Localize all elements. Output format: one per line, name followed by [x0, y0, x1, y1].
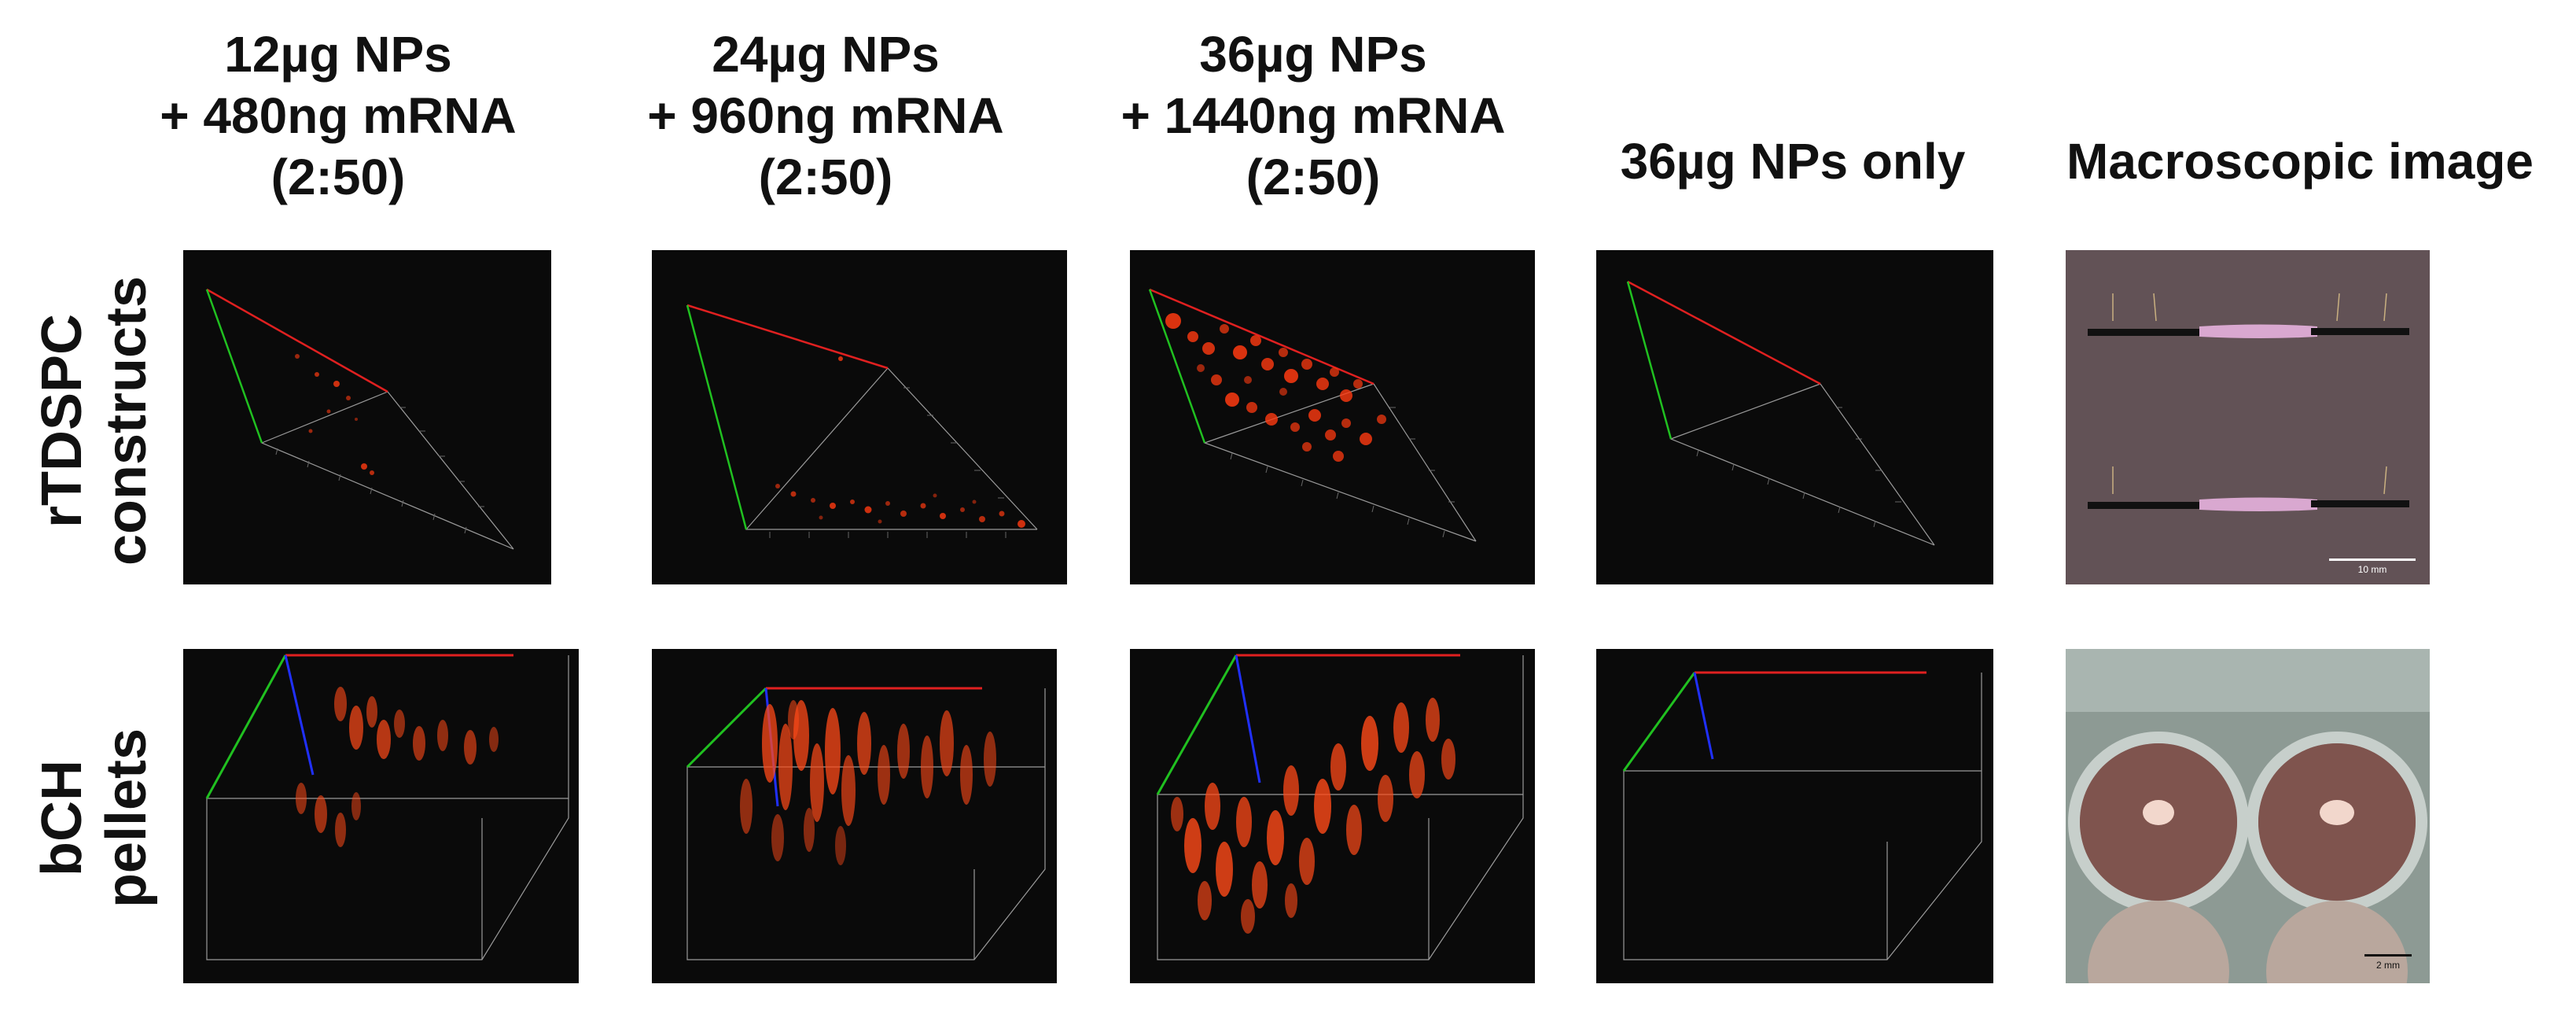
- axis-x-line: [206, 288, 388, 393]
- axis-y-line: [1626, 281, 1673, 440]
- panel-bch-36ug: [1130, 649, 1535, 983]
- column-header-nps-only: 36µg NPs only: [1573, 102, 2013, 220]
- tick-marks: [769, 387, 1006, 538]
- column-header-36ug-line3: (2:50): [1246, 149, 1381, 205]
- row-label-rtdspc-line1: rTDSPC: [31, 313, 94, 529]
- axis-z-line: [1235, 654, 1261, 783]
- confocal-3d-render: [1148, 288, 1477, 542]
- row-label-rtdspc-line2: constructs: [95, 275, 158, 566]
- row-label-bch-line2: pellets: [95, 728, 158, 909]
- construct-upper: [2088, 293, 2409, 338]
- column-header-12ug-line3: (2:50): [270, 149, 406, 205]
- macroscopic-photo: 10 mm: [2066, 250, 2430, 584]
- scale-bar: [2329, 558, 2416, 561]
- tick-marks: [1230, 407, 1455, 538]
- fluorescence-signal: [296, 687, 499, 847]
- tick-marks: [275, 407, 484, 534]
- fluorescence-signal: [295, 354, 374, 475]
- axis-x-line: [1627, 280, 1821, 385]
- axis-z-line: [1693, 672, 1714, 760]
- row-label-bch-line1: bCH: [31, 760, 94, 876]
- pellet-right: [2320, 800, 2354, 825]
- column-header-24ug-line3: (2:50): [758, 149, 893, 205]
- column-header-24ug-line2: + 960ng mRNA: [647, 87, 1004, 144]
- fluorescence-signal: [1171, 698, 1455, 934]
- column-header-36ug: 36µg NPs + 1440ng mRNA (2:50): [1085, 24, 1541, 220]
- fluorescence-signal: [740, 700, 996, 865]
- axis-y-line: [686, 687, 767, 769]
- column-header-macroscopic-line1: Macroscopic image: [2066, 133, 2534, 190]
- row-label-rtdspc: rTDSPC constructs: [16, 244, 173, 598]
- row-label-bch: bCH pellets: [16, 645, 173, 991]
- axis-y-line: [1156, 654, 1238, 795]
- construct-lower: [2088, 466, 2409, 511]
- confocal-3d-render: [1626, 280, 1935, 546]
- photo-rtdspc-macroscopic: 10 mm: [2066, 250, 2430, 584]
- panel-rtdspc-24ug: [652, 250, 1067, 584]
- scale-bar-label: 10 mm: [2358, 564, 2387, 575]
- confocal-3d-render: [1156, 654, 1524, 960]
- axis-y-line: [1148, 289, 1206, 444]
- axis-box: [686, 304, 1038, 530]
- column-header-24ug: 24µg NPs + 960ng mRNA (2:50): [621, 24, 1030, 220]
- axis-z-line: [284, 654, 315, 776]
- column-header-36ug-line1: 36µg NPs: [1199, 26, 1427, 83]
- panel-bch-12ug: [183, 649, 579, 983]
- confocal-3d-render: [205, 288, 514, 550]
- axis-y-line: [1622, 672, 1696, 772]
- axis-box: [1623, 672, 1982, 960]
- panel-rtdspc-36ug: [1130, 250, 1535, 584]
- fluorescence-signal: [775, 356, 1025, 528]
- panel-bch-nps-only: [1596, 649, 1993, 983]
- axis-x-line: [1149, 288, 1374, 385]
- confocal-3d-render: [686, 687, 1046, 960]
- panel-rtdspc-12ug: [183, 250, 551, 584]
- column-header-macroscopic: Macroscopic image: [2029, 102, 2571, 220]
- confocal-3d-render: [205, 654, 569, 960]
- axis-y-line: [205, 289, 263, 444]
- column-header-12ug-line1: 12µg NPs: [224, 26, 452, 83]
- scale-bar: [2364, 954, 2412, 957]
- column-header-12ug: 12µg NPs + 480ng mRNA (2:50): [134, 24, 543, 220]
- panel-rtdspc-nps-only: [1596, 250, 1993, 584]
- confocal-3d-render: [1622, 671, 1982, 960]
- tick-marks: [1696, 407, 1901, 528]
- column-header-12ug-line2: + 480ng mRNA: [160, 87, 517, 144]
- column-header-24ug-line1: 24µg NPs: [712, 26, 940, 83]
- confocal-3d-render: [686, 304, 1038, 538]
- pellet-left: [2143, 800, 2174, 825]
- axis-box: [1627, 281, 1935, 546]
- panel-bch-24ug: [652, 649, 1057, 983]
- column-header-36ug-line2: + 1440ng mRNA: [1121, 87, 1506, 144]
- column-header-nps-only-line1: 36µg NPs only: [1620, 133, 1966, 190]
- photo-bch-macroscopic: 2 mm: [2066, 649, 2430, 983]
- axis-y-line: [686, 304, 748, 530]
- macroscopic-photo: 2 mm: [2066, 649, 2430, 983]
- axis-y-line: [205, 654, 287, 799]
- scale-bar-label: 2 mm: [2376, 960, 2400, 971]
- axis-x-line: [686, 304, 889, 370]
- fluorescence-signal: [1165, 313, 1386, 462]
